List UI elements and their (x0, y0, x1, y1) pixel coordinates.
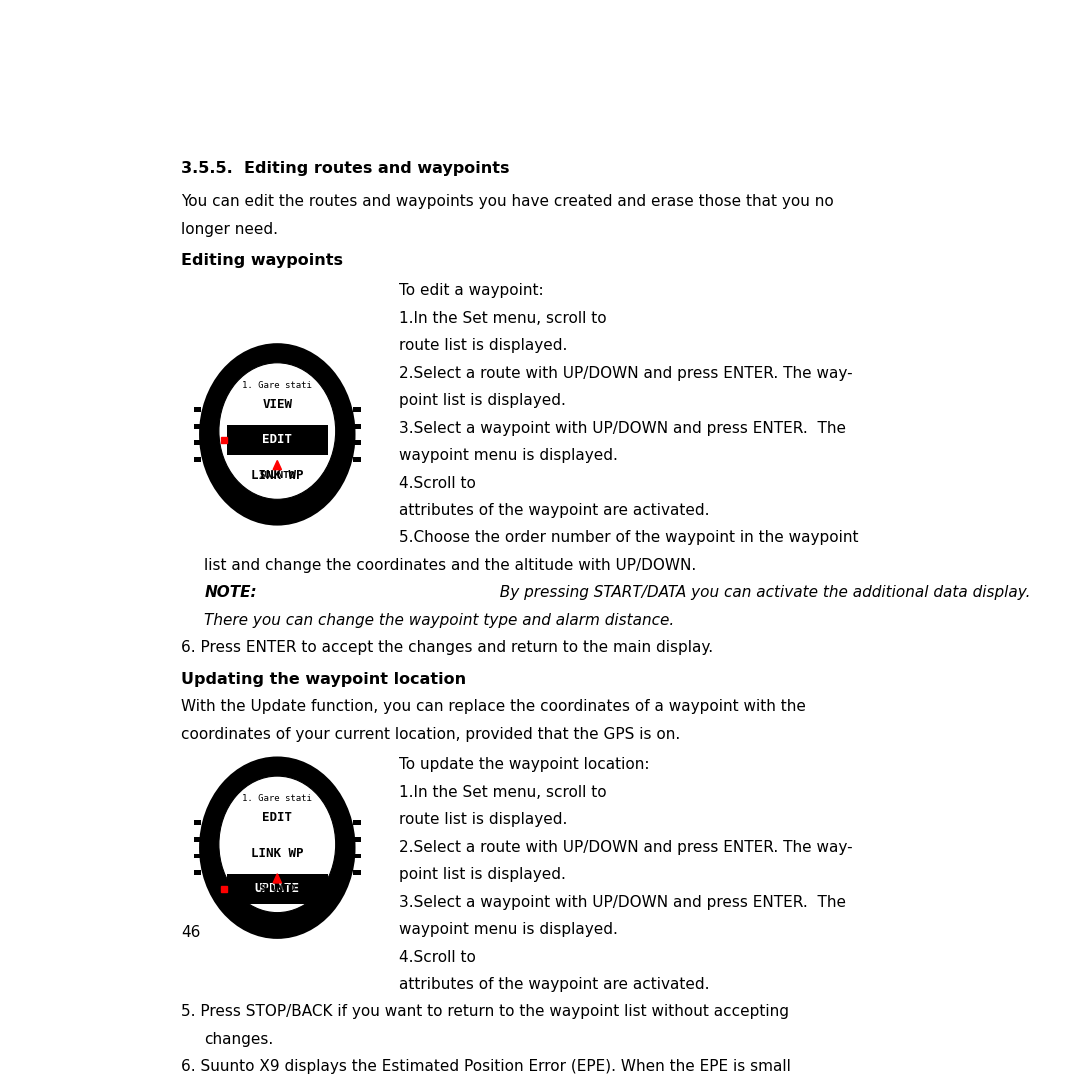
Text: 6. Press ENTER to accept the changes and return to the main display.: 6. Press ENTER to accept the changes and… (181, 640, 713, 656)
Text: You can edit the routes and waypoints you have created and erase those that you : You can edit the routes and waypoints yo… (181, 194, 834, 210)
FancyBboxPatch shape (227, 424, 327, 455)
Ellipse shape (201, 345, 354, 524)
Text: To edit a waypoint:: To edit a waypoint: (399, 283, 543, 298)
Polygon shape (273, 460, 282, 470)
Text: list and change the coordinates and the altitude with UP/DOWN.: list and change the coordinates and the … (204, 558, 697, 572)
FancyBboxPatch shape (193, 457, 201, 462)
Ellipse shape (219, 777, 336, 913)
Text: 3.5.5.  Editing routes and waypoints: 3.5.5. Editing routes and waypoints (181, 161, 510, 176)
Polygon shape (273, 874, 282, 883)
FancyBboxPatch shape (193, 870, 201, 875)
Text: Updating the waypoint location: Updating the waypoint location (181, 672, 467, 687)
Text: 5.Choose the order number of the waypoint in the waypoint: 5.Choose the order number of the waypoin… (399, 530, 859, 545)
Text: SUUNTO: SUUNTO (259, 885, 296, 893)
Text: coordinates of your current location, provided that the GPS is on.: coordinates of your current location, pr… (181, 727, 680, 742)
FancyBboxPatch shape (353, 457, 361, 462)
Text: LINK WP: LINK WP (251, 847, 303, 860)
FancyBboxPatch shape (193, 423, 201, 429)
Text: SUUNTO: SUUNTO (259, 471, 296, 480)
Text: To update the waypoint location:: To update the waypoint location: (399, 757, 649, 772)
FancyBboxPatch shape (193, 853, 201, 859)
FancyBboxPatch shape (353, 853, 361, 859)
Text: longer need.: longer need. (181, 221, 278, 237)
FancyBboxPatch shape (353, 423, 361, 429)
Text: 1.In the Set menu, scroll to: 1.In the Set menu, scroll to (399, 311, 611, 326)
Text: 1. Gare stati: 1. Gare stati (242, 381, 312, 390)
Text: 3.Select a waypoint with UP/DOWN and press ENTER.  The: 3.Select a waypoint with UP/DOWN and pre… (399, 421, 846, 435)
FancyBboxPatch shape (193, 820, 201, 825)
FancyBboxPatch shape (193, 441, 201, 445)
Text: waypoint menu is displayed.: waypoint menu is displayed. (399, 448, 618, 463)
Text: 6. Suunto X9 displays the Estimated Position Error (EPE). When the EPE is small: 6. Suunto X9 displays the Estimated Posi… (181, 1059, 791, 1075)
Text: 5. Press STOP/BACK if you want to return to the waypoint list without accepting: 5. Press STOP/BACK if you want to return… (181, 1004, 789, 1020)
Text: attributes of the waypoint are activated.: attributes of the waypoint are activated… (399, 503, 710, 518)
Text: 1. Gare stati: 1. Gare stati (242, 794, 312, 804)
FancyBboxPatch shape (353, 870, 361, 875)
FancyBboxPatch shape (353, 820, 361, 825)
Text: UPDATE: UPDATE (255, 882, 300, 895)
FancyBboxPatch shape (193, 837, 201, 842)
Text: point list is displayed.: point list is displayed. (399, 393, 566, 408)
Text: By pressing START/DATA you can activate the additional data display.: By pressing START/DATA you can activate … (490, 585, 1030, 600)
Text: With the Update function, you can replace the coordinates of a waypoint with the: With the Update function, you can replac… (181, 699, 806, 714)
Text: route list is displayed.: route list is displayed. (399, 812, 567, 827)
Text: EDIT: EDIT (262, 433, 293, 446)
Ellipse shape (219, 363, 336, 499)
Text: 2.Select a route with UP/DOWN and press ENTER. The way-: 2.Select a route with UP/DOWN and press … (399, 840, 852, 854)
Text: attributes of the waypoint are activated.: attributes of the waypoint are activated… (399, 977, 710, 993)
Text: NOTE:: NOTE: (204, 585, 257, 600)
Text: Editing waypoints: Editing waypoints (181, 253, 343, 268)
Text: 1.In the Set menu, scroll to: 1.In the Set menu, scroll to (399, 785, 611, 800)
Text: LINK WP: LINK WP (251, 469, 303, 482)
Text: 3.Select a waypoint with UP/DOWN and press ENTER.  The: 3.Select a waypoint with UP/DOWN and pre… (399, 894, 846, 909)
Text: 46: 46 (181, 926, 201, 941)
FancyBboxPatch shape (193, 407, 201, 411)
Text: 4.Scroll to: 4.Scroll to (399, 949, 481, 964)
Text: 2.Select a route with UP/DOWN and press ENTER. The way-: 2.Select a route with UP/DOWN and press … (399, 366, 852, 381)
Text: point list is displayed.: point list is displayed. (399, 867, 566, 882)
Text: 4.Scroll to: 4.Scroll to (399, 475, 481, 490)
Ellipse shape (201, 758, 354, 937)
Text: route list is displayed.: route list is displayed. (399, 338, 567, 353)
FancyBboxPatch shape (227, 874, 327, 904)
Text: changes.: changes. (204, 1031, 273, 1047)
FancyBboxPatch shape (353, 837, 361, 842)
FancyBboxPatch shape (353, 407, 361, 411)
Text: waypoint menu is displayed.: waypoint menu is displayed. (399, 922, 618, 937)
FancyBboxPatch shape (353, 441, 361, 445)
Text: VIEW: VIEW (262, 397, 293, 410)
Text: EDIT: EDIT (262, 811, 293, 824)
Text: There you can change the waypoint type and alarm distance.: There you can change the waypoint type a… (204, 612, 675, 627)
